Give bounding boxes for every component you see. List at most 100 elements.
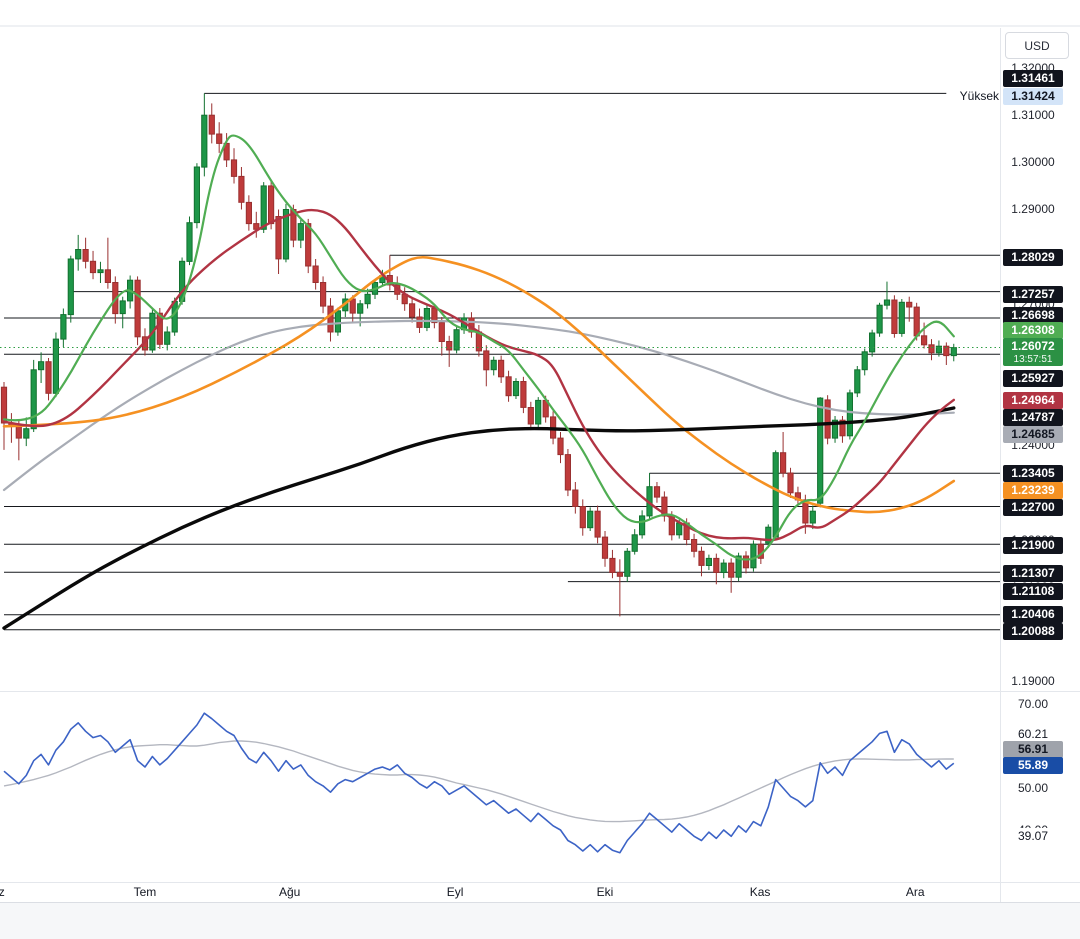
candle-body-down <box>238 175 245 203</box>
candle <box>38 352 45 383</box>
candle <box>809 505 816 530</box>
candle-body-down <box>134 279 141 338</box>
candle <box>438 317 445 356</box>
candle <box>661 491 668 522</box>
ma-price-label-long-gray: 1.24685 <box>1003 425 1063 443</box>
candle <box>164 326 171 351</box>
candle <box>364 288 371 309</box>
candle-body-down <box>698 550 705 566</box>
candle <box>490 356 497 376</box>
level-price-label: 1.22700 <box>1003 498 1063 516</box>
month-label[interactable]: Ağu <box>278 885 301 899</box>
candle <box>193 163 201 229</box>
candle <box>245 195 253 231</box>
currency-unit-button[interactable]: USD <box>1005 32 1069 59</box>
month-label[interactable]: Tem <box>133 885 157 899</box>
candle-body-down <box>742 555 750 569</box>
candle-body-up <box>201 114 208 168</box>
candle <box>854 366 861 398</box>
candle-body-up <box>817 397 824 504</box>
candle <box>891 295 898 338</box>
candle <box>208 103 215 144</box>
candle <box>928 339 935 361</box>
candle-body-down <box>320 282 327 307</box>
candle <box>846 389 853 440</box>
candle-body-down <box>661 496 668 517</box>
ma-line-long-gray <box>2 319 955 492</box>
candle <box>535 397 542 428</box>
candle <box>594 505 601 544</box>
candle-body-down <box>906 301 913 308</box>
candle <box>861 348 868 376</box>
candle-body-up <box>67 258 74 316</box>
bar-close-countdown: 13:57:51 <box>1013 354 1053 365</box>
candle <box>423 304 430 332</box>
candle <box>505 370 512 402</box>
candle <box>742 551 750 574</box>
candle-body-down <box>839 419 846 437</box>
candle-body-down <box>245 201 253 225</box>
candle-body-up <box>854 369 861 394</box>
candle-body-up <box>624 550 631 577</box>
candle <box>601 531 609 567</box>
level-price-label: 1.23405 <box>1003 464 1063 482</box>
month-label[interactable]: z <box>0 885 5 899</box>
candle <box>104 237 112 289</box>
candle-body-up <box>490 359 497 371</box>
candle-body-up <box>750 543 757 569</box>
pane-divider[interactable] <box>0 691 1080 692</box>
candle-body-up <box>334 310 341 333</box>
candle-body-down <box>230 159 238 177</box>
candle-body-down <box>564 454 571 491</box>
bottom-border <box>0 902 1080 903</box>
month-label[interactable]: Eyl <box>446 885 464 899</box>
candle <box>0 382 8 450</box>
month-label[interactable]: Eki <box>596 885 614 899</box>
level-price-label: 1.25927 <box>1003 369 1063 387</box>
candle <box>557 432 564 464</box>
candle-body-down <box>275 216 282 260</box>
current-price-value: 1.26072 <box>1011 339 1055 353</box>
ma-price-label-fast-green: 1.26308 <box>1003 321 1063 339</box>
ma-price-label-mid-red: 1.24964 <box>1003 391 1063 409</box>
oscillator-tick: 50.00 <box>1017 781 1049 795</box>
candle-body-up <box>164 331 171 345</box>
month-label[interactable]: Ara <box>905 885 925 899</box>
candle-body-up <box>38 361 45 371</box>
candle <box>305 218 312 274</box>
candle <box>698 546 705 577</box>
candle-body-up <box>512 381 520 397</box>
candle <box>631 529 638 555</box>
candle-body-down <box>268 185 275 225</box>
candle-body-down <box>572 489 579 507</box>
top-divider <box>0 25 1080 27</box>
current-price-label: 1.26072 13:57:51 <box>1003 338 1063 366</box>
candle-body-down <box>82 249 89 262</box>
price-tick: 1.29000 <box>1011 202 1055 217</box>
candle <box>579 499 586 536</box>
candle <box>876 302 883 337</box>
candle-body-down <box>409 303 416 318</box>
candle <box>334 307 341 336</box>
ma-line-fast-green <box>2 134 955 561</box>
high-marker-label: 1.31424 <box>1003 87 1063 105</box>
ma-line-sma200-black <box>2 406 956 630</box>
candle <box>713 553 720 585</box>
candle-body-up <box>765 526 772 544</box>
candle-body-up <box>535 399 542 425</box>
candle <box>89 250 97 280</box>
candle <box>498 355 505 383</box>
candle <box>409 298 416 323</box>
candle <box>320 276 327 314</box>
high-marker-text: Yüksek <box>959 89 999 103</box>
candle-body-down <box>312 265 319 283</box>
candle <box>831 416 839 443</box>
month-label[interactable]: Kas <box>749 885 771 899</box>
level-price-label: 1.21900 <box>1003 536 1063 554</box>
candle-body-down <box>520 381 527 408</box>
price-tick: 1.30000 <box>1011 155 1055 170</box>
candle-body-down <box>156 312 163 345</box>
level-price-label: 1.27257 <box>1003 285 1063 303</box>
candle <box>883 281 891 310</box>
